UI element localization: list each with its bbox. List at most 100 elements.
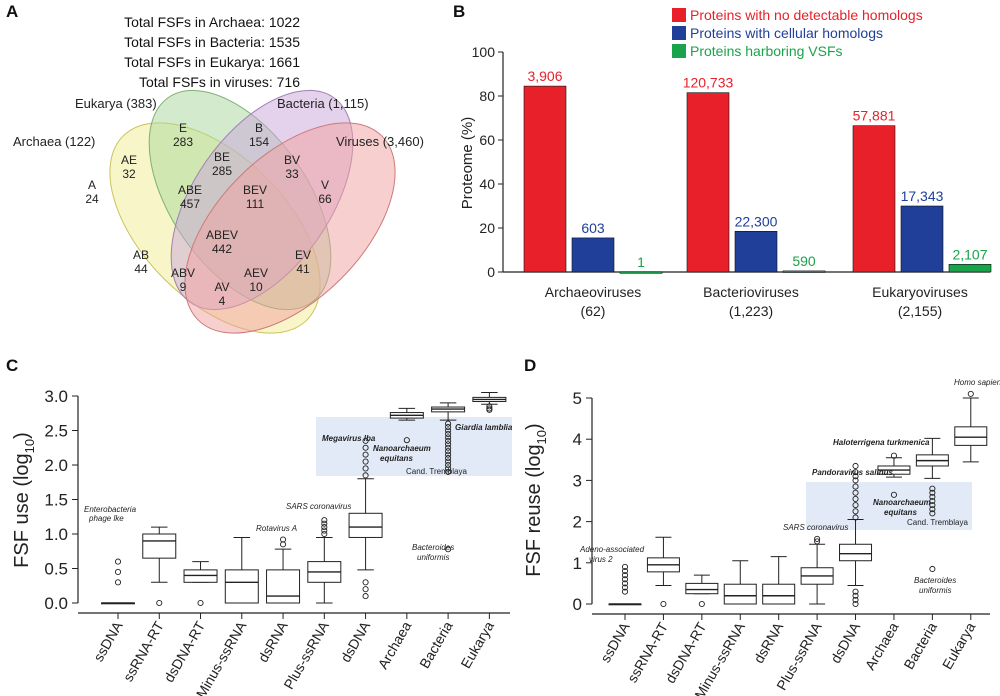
box-outlier <box>114 579 122 586</box>
box-category-label: ssDNA <box>90 618 126 664</box>
box-outlier <box>445 461 452 469</box>
venn-region-name-b: B <box>255 121 263 135</box>
box-y-tick-label: 2.0 <box>44 456 68 475</box>
box-outlier <box>114 558 122 565</box>
box-outlier <box>621 580 629 587</box>
box-4 <box>266 569 301 604</box>
box-outlier <box>362 579 369 586</box>
box-outlier <box>280 536 287 543</box>
bar-category-label: Archaeoviruses <box>545 284 642 300</box>
box-category-label: Archaea <box>862 619 902 672</box>
bar-value-label: 120,733 <box>683 75 734 91</box>
venn-region-value-abv: 9 <box>180 280 187 294</box>
box-y-tick-label: 1 <box>573 554 582 573</box>
note-pandoravirus: Pandoravirus salinus <box>812 468 893 477</box>
note-nanoarch-d-2: equitans <box>884 508 917 517</box>
panel-a-letter: A <box>6 2 18 21</box>
note-giardia: Giardia lamblia <box>455 423 513 432</box>
box-category-label: dsDNA <box>827 619 863 666</box>
box-outlier <box>621 576 629 583</box>
venn-region-name-v: V <box>321 178 329 192</box>
box-outlier <box>852 489 859 496</box>
bar-value-label: 3,906 <box>527 68 562 84</box>
box-outlier <box>852 495 859 502</box>
box-outlier <box>852 473 859 480</box>
box-y-tick-label: 0 <box>573 595 582 614</box>
bar-category-count: (2,155) <box>898 303 942 319</box>
highlight-region-c <box>316 417 512 476</box>
box-outlier <box>445 434 452 441</box>
panel-a: A Total FSFs in Archaea: 1022 Total FSFs… <box>6 2 424 334</box>
note-nanoarch-c-2: equitans <box>380 454 413 463</box>
bar-marks: 3,906 603 1 120,733 22,300 590 57,881 17,343 2,1… <box>523 68 992 274</box>
box-category-label: dsRNA <box>750 619 786 666</box>
venn-region-name-abev: ABEV <box>206 228 238 242</box>
box-category-label: Archaea <box>375 618 415 671</box>
box-outlier <box>197 599 204 607</box>
bar-1-2 <box>782 270 826 273</box>
box-outlier <box>445 455 452 462</box>
bar-category-label: Eukaryoviruses <box>872 284 968 300</box>
note-sars-d: SARS coronavirus <box>783 523 848 532</box>
box-outlier <box>445 423 452 431</box>
box-outlier <box>929 485 936 492</box>
box-outlier <box>660 600 667 608</box>
box-y-tick-label: 2 <box>573 513 582 532</box>
box-outlier <box>445 458 452 465</box>
box-outlier <box>445 427 452 434</box>
box-outlier <box>929 510 936 517</box>
note-homo: Homo sapiens <box>954 378 1000 387</box>
box-outlier <box>445 451 452 458</box>
box-outlier <box>929 565 936 573</box>
box-outlier <box>486 406 493 413</box>
box-c-y-axis-title: FSF use (log10) <box>11 432 37 568</box>
bar-y-tick-label: 0 <box>487 264 495 280</box>
note-bacteroides-d-2: uniformis <box>919 586 951 595</box>
note-bacteroides-d-1: Bacteroides <box>914 576 956 585</box>
box-outlier <box>362 465 369 472</box>
venn-region-name-av: AV <box>214 280 229 294</box>
box-outlier <box>445 420 452 427</box>
bar-0-0 <box>523 85 567 273</box>
box-9 <box>954 426 988 446</box>
box-outlier <box>486 403 493 410</box>
venn-region-name-a: A <box>88 178 96 192</box>
panel-c-letter: C <box>6 356 18 375</box>
note-bacteroides-c-2: uniformis <box>417 553 449 562</box>
box-outlier <box>321 530 328 538</box>
box-outlier <box>362 444 369 451</box>
bar-y-tick-label: 20 <box>479 220 495 236</box>
box-outlier <box>621 572 629 579</box>
box-3 <box>224 569 259 604</box>
venn-region-value-bv: 33 <box>285 167 299 181</box>
box-outlier <box>852 462 859 470</box>
box-outlier <box>929 497 936 505</box>
venn-region-name-bv: BV <box>284 153 300 167</box>
box-y-tick-label: 4 <box>573 430 582 449</box>
box-outlier <box>445 468 452 475</box>
venn-region-value-ae: 32 <box>122 167 136 181</box>
venn-region-name-ab: AB <box>133 248 149 262</box>
note-bacteroides-c-1: Bacteroides <box>412 543 454 552</box>
box-outlier <box>967 390 974 397</box>
box-outlier <box>114 568 122 576</box>
note-phage-line2: phage lke <box>88 514 124 523</box>
box-y-tick-label: 1.5 <box>44 491 68 510</box>
total-bacteria: Total FSFs in Bacteria: 1535 <box>124 34 300 50</box>
panel-b-letter: B <box>453 2 465 21</box>
box-outlier <box>362 451 369 458</box>
venn-region-name-be: BE <box>214 150 230 164</box>
box-category-label: Eukarya <box>939 619 979 672</box>
box-y-tick-label: 0.5 <box>44 560 68 579</box>
bar-category-count: (62) <box>581 303 606 319</box>
venn-region-value-abev: 442 <box>212 242 232 256</box>
box-outlier <box>852 483 859 490</box>
box-outlier <box>852 592 859 599</box>
box-outlier <box>852 588 859 595</box>
venn-region-name-ev: EV <box>295 248 311 262</box>
box-outlier <box>929 502 936 509</box>
legend-label-0: Proteins with no detectable homologs <box>690 7 923 23</box>
